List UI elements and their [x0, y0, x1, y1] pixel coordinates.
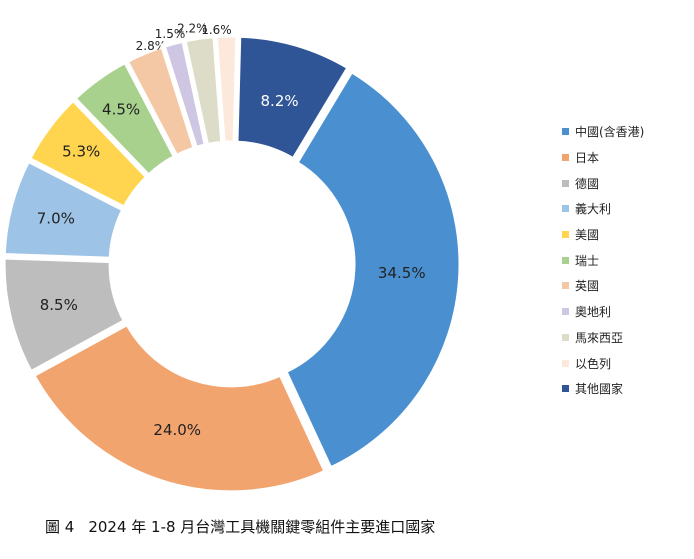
legend-swatch	[562, 333, 569, 341]
data-label-uk: 2.8%	[136, 39, 167, 53]
legend-swatch	[562, 256, 569, 264]
slice-japan	[29, 319, 330, 496]
legend-label: 以色列	[575, 356, 612, 371]
figure-caption: 圖 4 2024 年 1-8 月台灣工具機關鍵零組件主要進口國家	[45, 516, 435, 537]
legend-swatch	[562, 128, 569, 136]
slice-china-hk	[281, 67, 464, 473]
legend-item-uk: 英國	[562, 273, 644, 299]
data-label-austria: 1.5%	[155, 27, 186, 41]
legend-item-japan: 日本	[562, 145, 644, 171]
legend-label: 其他國家	[575, 382, 624, 397]
legend-item-israel: 以色列	[562, 350, 644, 376]
data-label-malaysia: 2.2%	[177, 21, 208, 35]
legend-label: 馬來西亞	[575, 330, 624, 345]
legend-label: 英國	[575, 279, 600, 294]
legend-label: 奧地利	[575, 305, 612, 320]
legend-item-austria: 奧地利	[562, 299, 644, 325]
legend-item-italy: 義大利	[562, 196, 644, 222]
data-label-others: 8.2%	[261, 92, 299, 110]
chart-legend: 中國(含香港) 日本德國義大利美國瑞士英國奧地利馬來西亞以色列其他國家	[562, 119, 644, 402]
data-label-japan: 24.0%	[153, 421, 201, 439]
data-label-germany: 8.5%	[40, 296, 78, 314]
legend-swatch	[562, 205, 569, 213]
figure-label: 圖 4	[45, 518, 75, 536]
legend-label: 德國	[575, 176, 600, 191]
legend-swatch	[562, 282, 569, 290]
legend-label: 日本	[575, 151, 600, 166]
legend-swatch	[562, 154, 569, 162]
legend-label: 中國(含香港)	[575, 125, 645, 140]
legend-item-germany: 德國	[562, 170, 644, 196]
donut-chart: 34.5% 24.0% 8.5% 7.0% 5.3% 4.5% 2.8%1.5%2.2%1.…	[3, 21, 464, 496]
legend-item-china-hk: 中國(含香港)	[562, 119, 644, 145]
data-label-china-hk: 34.5%	[378, 264, 426, 282]
figure-title: 2024 年 1-8 月台灣工具機關鍵零組件主要進口國家	[88, 518, 436, 536]
legend-item-usa: 美國	[562, 222, 644, 248]
data-label-italy: 7.0%	[37, 209, 75, 227]
legend-swatch	[562, 179, 569, 187]
legend-item-malaysia: 馬來西亞	[562, 325, 644, 351]
legend-item-others: 其他國家	[562, 376, 644, 402]
legend-label: 義大利	[575, 202, 612, 217]
legend-label: 美國	[575, 228, 600, 243]
legend-item-switzerland: 瑞士	[562, 247, 644, 273]
legend-swatch	[562, 359, 569, 367]
legend-swatch	[562, 385, 569, 393]
data-label-switzerland: 4.5%	[102, 101, 140, 119]
data-label-usa: 5.3%	[62, 143, 100, 161]
legend-label: 瑞士	[575, 253, 600, 268]
legend-swatch	[562, 308, 569, 316]
legend-swatch	[562, 231, 569, 239]
data-label-israel: 1.6%	[201, 23, 232, 37]
slice-others	[233, 32, 353, 164]
